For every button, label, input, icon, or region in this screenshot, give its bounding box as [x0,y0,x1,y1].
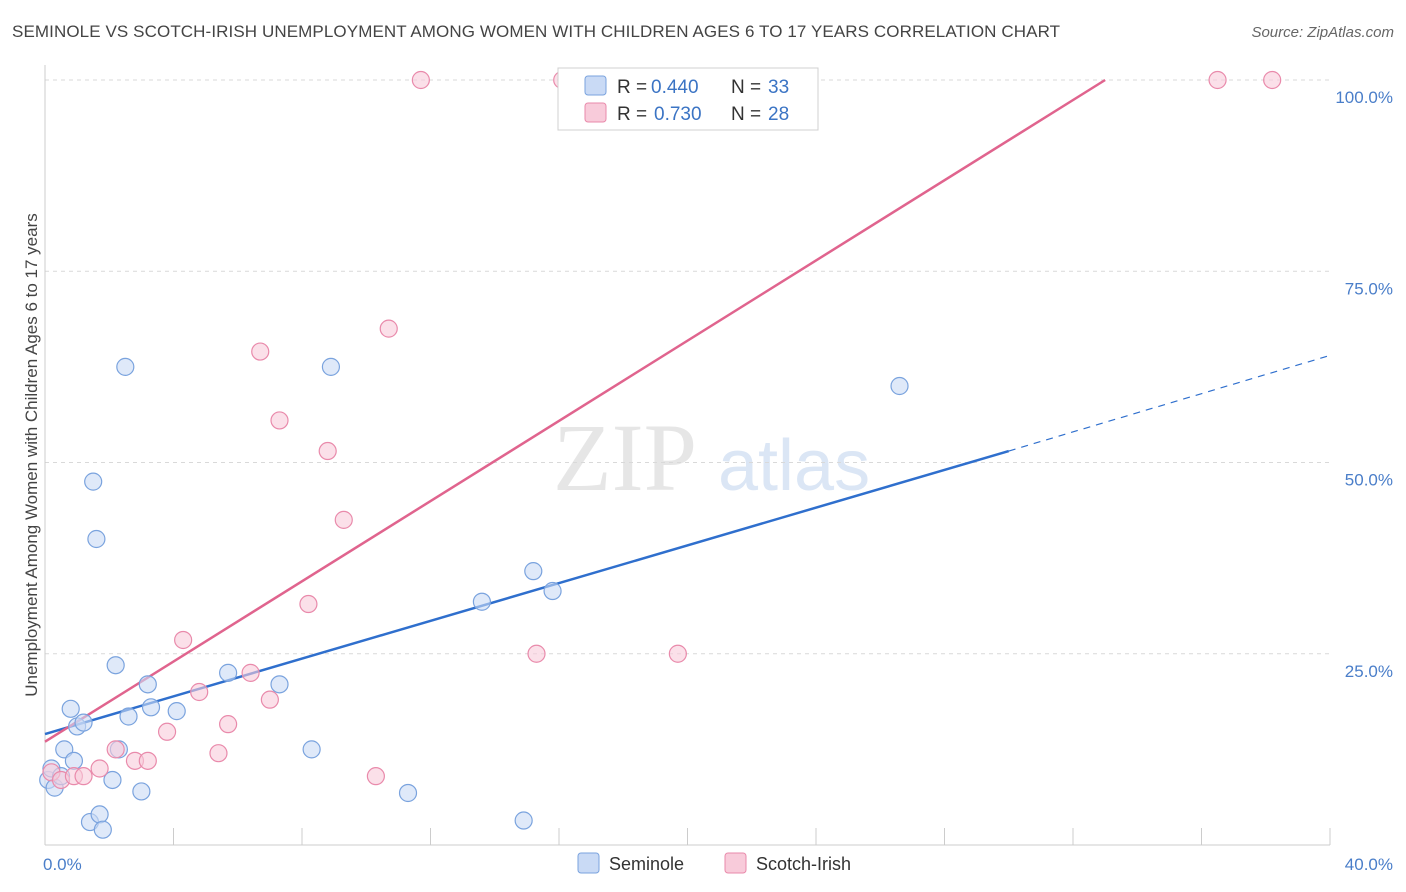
point-seminole [138,675,157,694]
point-scotch-irish [379,319,398,338]
point-scotch-irish [174,630,193,650]
source-label: Source: ZipAtlas.com [1251,24,1394,41]
point-seminole [64,751,84,770]
x-tick-label-max: 40.0% [1345,855,1393,874]
y-tick-label-25: 25.0% [1345,662,1393,681]
bottom-legend-label-seminole: Seminole [609,854,684,874]
legend-box: R = 0.440 N = 33 R = 0.730 N = 28 [557,67,819,131]
point-scotch-irish [251,342,270,361]
point-scotch-irish [270,411,289,430]
point-seminole [472,592,491,611]
legend-r-label-seminole: R = [617,77,647,98]
point-scotch-irish [106,740,125,759]
point-scotch-irish [209,744,228,763]
point-scotch-irish [1263,70,1282,90]
legend-swatch-scotch-irish [584,102,607,123]
point-scotch-irish [527,644,546,663]
point-seminole [116,357,135,376]
legend-r-label-scotch-irish: R = [617,104,647,125]
bottom-legend-label-scotch-irish: Scotch-Irish [756,854,851,874]
point-seminole [302,740,321,759]
point-scotch-irish [157,722,177,741]
y-axis-label: Unemployment Among Women with Children A… [22,213,41,697]
point-scotch-irish [190,682,209,702]
point-seminole [141,698,161,717]
point-seminole [74,713,93,732]
point-seminole [219,663,238,682]
watermark-zip: ZIP [553,404,697,511]
watermark-atlas: atlas [718,426,870,506]
x-tick-label-min: 0.0% [43,855,82,874]
point-seminole [132,782,151,801]
point-scotch-irish [299,594,318,614]
point-seminole [524,562,543,581]
grid-layer [45,79,1330,655]
tick-labels: 25.0% 50.0% 75.0% 100.0% 0.0% 40.0% [43,88,1393,874]
point-seminole [87,529,106,549]
point-seminole [84,472,103,491]
point-seminole [398,783,418,803]
point-scotch-irish [241,663,260,682]
point-seminole [890,376,909,396]
legend-r-value-scotch-irish: 0.730 [654,104,702,125]
y-tick-label-50: 50.0% [1345,471,1393,490]
point-scotch-irish [74,767,93,786]
legend-n-value-seminole: 33 [768,77,789,98]
point-seminole [514,811,533,830]
legend-n-value-scotch-irish: 28 [768,104,789,125]
bottom-legend-swatch-scotch-irish [724,852,747,874]
point-scotch-irish [138,751,157,770]
axes-layer [44,65,1331,846]
legend-n-label-scotch-irish: N = [731,104,761,125]
point-seminole [119,707,138,726]
point-seminole [106,656,125,675]
point-seminole [270,675,289,694]
trend-line-seminole-extension [1008,354,1331,452]
legend-swatch-seminole [584,75,607,96]
point-seminole [321,357,341,376]
trend-line-scotch-irish [44,78,1106,743]
points-layer [39,70,1282,839]
trend-line-seminole [44,449,1010,736]
point-seminole [103,770,122,790]
legend-r-value-seminole: 0.440 [651,77,699,98]
point-scotch-irish [334,510,353,529]
point-seminole [543,581,562,601]
point-seminole [93,820,112,839]
point-scotch-irish [411,70,430,90]
point-scotch-irish [1208,70,1227,90]
y-tick-label-75: 75.0% [1345,279,1393,298]
point-scotch-irish [260,690,279,709]
point-seminole [90,805,109,824]
point-scotch-irish [219,715,238,734]
point-scotch-irish [366,767,385,786]
point-scotch-irish [90,759,109,778]
bottom-legend-swatch-seminole [577,852,600,874]
y-tick-label-100: 100.0% [1335,88,1393,107]
point-seminole [167,702,186,721]
legend-n-label-seminole: N = [731,77,761,98]
bottom-legend: Seminole Scotch-Irish [577,852,851,874]
point-scotch-irish [318,441,337,461]
point-scotch-irish [668,644,687,663]
point-seminole [61,699,80,718]
chart-title: SEMINOLE VS SCOTCH-IRISH UNEMPLOYMENT AM… [12,22,1061,41]
